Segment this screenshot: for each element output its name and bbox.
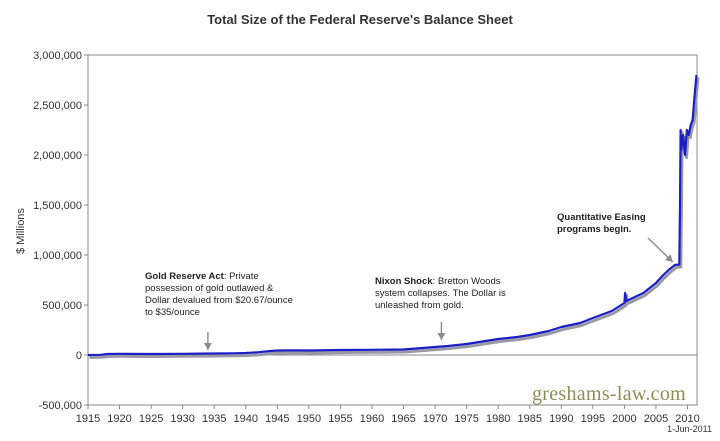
y-tick-label: 0 [76, 350, 82, 362]
x-tick-label: 1935 [202, 413, 226, 425]
y-tick-label: 1,500,000 [33, 200, 82, 212]
x-tick-label: 1950 [297, 413, 321, 425]
annotation-arrows [203, 237, 674, 350]
y-tick-label: 3,000,000 [33, 50, 82, 62]
series-line [87, 74, 698, 357]
x-tick-label: 1970 [423, 413, 447, 425]
x-tick-label: 1960 [360, 413, 384, 425]
series-group [87, 74, 700, 359]
plot-area [87, 54, 698, 406]
x-tick-label: 1955 [328, 413, 352, 425]
x-tick-label: 2010 [675, 413, 699, 425]
annotation-title: Quantitative Easing programs begin. [557, 212, 646, 235]
annotation-text: : Private possession of gold outlawed & … [145, 271, 293, 318]
watermark: greshams-law.com [531, 383, 686, 405]
annotation-gold-reserve-act: Gold Reserve Act: Private possession of … [145, 271, 295, 319]
x-tick-label: 1980 [486, 413, 510, 425]
arrow-quantitative-easing [647, 237, 674, 263]
date-stamp: 1-Jun-2011 [667, 424, 712, 434]
x-axis: 1915 1920 1925 1930 1935 1940 1945 1950 1955 1960… [76, 405, 700, 425]
x-tick-label: 1925 [139, 413, 163, 425]
x-tick-label: 2000 [612, 413, 636, 425]
annotation-text: : Bretton Woods system collapses. The Do… [375, 276, 506, 311]
y-tick-label: 2,000,000 [33, 150, 82, 162]
x-tick-label: 1940 [234, 413, 258, 425]
annotation-quantitative-easing: Quantitative Easing programs begin. [557, 212, 647, 236]
series-shadow [89, 77, 700, 359]
x-tick-label: 1945 [265, 413, 289, 425]
y-tick-label: 500,000 [42, 300, 82, 312]
x-tick-label: 1965 [391, 413, 415, 425]
arrow-gold-reserve-act [203, 332, 212, 350]
x-tick-label: 1995 [581, 413, 605, 425]
y-axis: -500,000 0 500,000 1,000,000 1,500,000 2,000,… [33, 50, 88, 412]
x-tick-label: 2005 [644, 413, 668, 425]
y-axis-label: $ Millions [15, 208, 27, 254]
annotation-title: Gold Reserve Act [145, 271, 224, 282]
y-tick-label: -500,000 [39, 400, 82, 412]
x-tick-label: 1985 [518, 413, 542, 425]
x-tick-label: 1920 [107, 413, 131, 425]
annotation-title: Nixon Shock [375, 276, 433, 287]
x-tick-label: 1915 [76, 413, 100, 425]
chart-title: Total Size of the Federal Reserve's Bala… [207, 12, 513, 27]
x-tick-label: 1990 [549, 413, 573, 425]
annotation-nixon-shock: Nixon Shock: Bretton Woods system collap… [375, 276, 525, 312]
y-tick-label: 1,000,000 [33, 250, 82, 262]
x-tick-label: 1975 [454, 413, 478, 425]
x-tick-label: 1930 [170, 413, 194, 425]
y-tick-label: 2,500,000 [33, 100, 82, 112]
arrow-nixon-shock [437, 322, 446, 340]
